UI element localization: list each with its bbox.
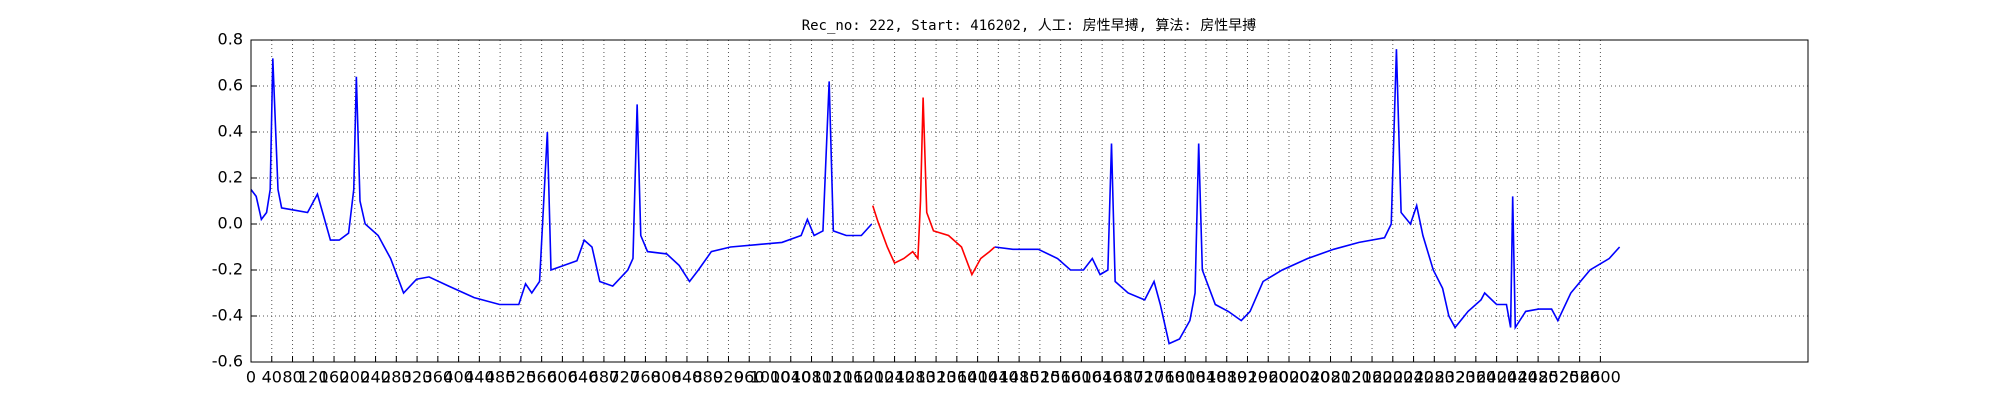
x-tick-label: 2120 [1331,368,1372,387]
x-tick-label: 800 [651,368,682,387]
x-tick-label: 1600 [1061,368,1102,387]
x-tick-label: 1480 [999,368,1040,387]
x-tick-label: 1640 [1082,368,1123,387]
x-tick-label: 480 [485,368,516,387]
x-tick-label: 840 [672,368,703,387]
x-tick-label: 1720 [1123,368,1164,387]
y-tick-label: 0.2 [218,168,243,187]
series-line [250,58,873,306]
x-tick-label: 2480 [1518,368,1559,387]
x-tick-label: 1400 [957,368,998,387]
x-tick-label: 2240 [1393,368,1434,387]
x-tick-label: 2040 [1289,368,1330,387]
y-tick-label: -0.4 [212,306,243,325]
x-tick-label: 2280 [1414,368,1455,387]
x-tick-label: 2360 [1455,368,1496,387]
x-tick-label: 2600 [1580,368,1621,387]
chart-title: Rec_no: 222, Start: 416202, 人工: 房性早搏, 算法… [802,17,1257,34]
x-tick-label: 1800 [1165,368,1206,387]
y-tick-label: -0.6 [212,352,243,371]
x-tick-label: 1560 [1040,368,1081,387]
x-tick-label: 1920 [1227,368,1268,387]
x-tick-label: 640 [568,368,599,387]
x-tick-label: 680 [589,368,620,387]
plot-frame [250,39,1809,363]
x-tick-label: 1360 [936,368,977,387]
x-tick-label: 0 [246,368,256,387]
x-tick-label: 2000 [1269,368,1310,387]
x-tick-label: 920 [713,368,744,387]
x-tick-label: 280 [381,368,412,387]
x-tick-label: 1760 [1144,368,1185,387]
x-tick-label: 2400 [1476,368,1517,387]
x-tick-label: 1680 [1103,368,1144,387]
x-tick-label: 520 [506,368,537,387]
x-tick-label: 720 [609,368,640,387]
x-tick-label: 200 [340,368,371,387]
x-tick-label: 80 [282,368,302,387]
x-tick-label: 240 [360,368,391,387]
x-tick-label: 1000 [750,368,791,387]
x-tick-label: 1200 [853,368,894,387]
x-tick-label: 960 [734,368,765,387]
x-tick-label: 1080 [791,368,832,387]
x-tick-label: 2520 [1539,368,1580,387]
x-tick-label: 320 [402,368,433,387]
x-tick-label: 160 [319,368,350,387]
x-tick-label: 2080 [1310,368,1351,387]
y-tick-label: 0.8 [218,30,243,49]
x-tick-label: 1520 [1020,368,1061,387]
x-tick-label: 2160 [1352,368,1393,387]
x-tick-label: 40 [262,368,282,387]
x-tick-label: 440 [464,368,495,387]
x-tick-label: 1240 [874,368,915,387]
x-tick-label: 600 [547,368,578,387]
x-tick-label: 1440 [978,368,1019,387]
y-tick-label: -0.2 [212,260,243,279]
y-tick-label: 0.0 [218,214,243,233]
x-tick-label: 360 [423,368,454,387]
x-tick-label: 1040 [770,368,811,387]
series-line [994,49,1621,345]
x-tick-label: 2200 [1372,368,1413,387]
x-tick-label: 1840 [1186,368,1227,387]
x-tick-label: 1320 [916,368,957,387]
x-tick-label: 2440 [1497,368,1538,387]
x-tick-label: 1160 [833,368,874,387]
x-tick-label: 2560 [1559,368,1600,387]
x-tick-label: 760 [630,368,661,387]
x-tick-label: 400 [443,368,474,387]
x-tick-label: 1280 [895,368,936,387]
x-tick-label: 2320 [1435,368,1476,387]
x-tick-label: 1120 [812,368,853,387]
series-line [871,97,996,277]
y-tick-label: 0.6 [218,76,243,95]
x-tick-label: 1880 [1206,368,1247,387]
y-tick-label: 0.4 [218,122,243,141]
x-tick-label: 120 [298,368,329,387]
x-tick-label: 1960 [1248,368,1289,387]
x-tick-label: 560 [526,368,557,387]
x-tick-label: 880 [692,368,723,387]
